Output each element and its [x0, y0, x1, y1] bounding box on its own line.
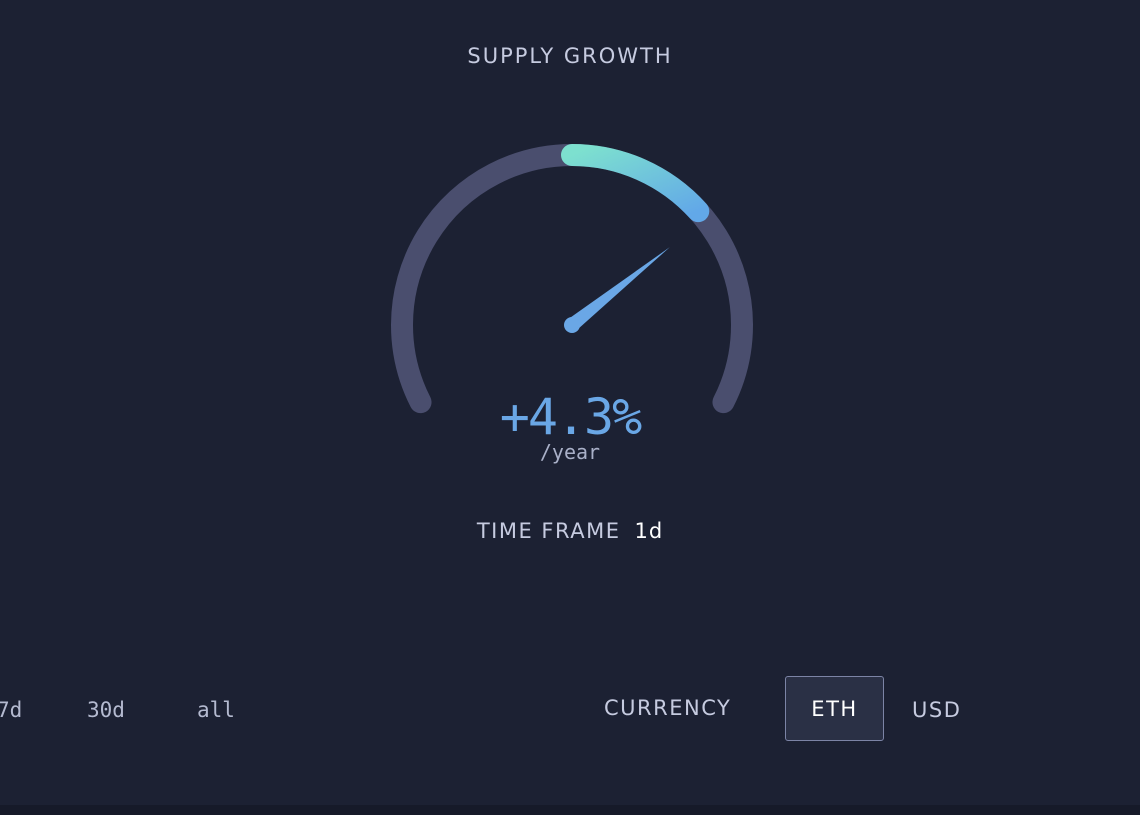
- supply-growth-gauge: [391, 144, 753, 414]
- time-frame-30d-button[interactable]: 30d: [87, 698, 125, 722]
- bottom-divider: [0, 805, 1140, 815]
- supply-growth-unit: /year: [539, 440, 601, 464]
- supply-growth-value: +4.3%: [499, 388, 643, 446]
- currency-eth-button[interactable]: ETH: [785, 676, 884, 741]
- time-frame-label: TIME FRAME: [476, 519, 621, 543]
- gauge-needle: [567, 247, 670, 331]
- time-frame-7d-button[interactable]: 7d: [0, 698, 23, 722]
- gauge-needle-hub: [564, 317, 580, 333]
- time-frame-readout: TIME FRAME 1d: [0, 519, 1140, 543]
- currency-usd-button[interactable]: USD: [912, 698, 962, 722]
- supply-growth-title: SUPPLY GROWTH: [467, 44, 673, 68]
- time-frame-all-button[interactable]: all: [197, 698, 235, 722]
- currency-label: CURRENCY: [604, 696, 732, 720]
- time-frame-value: 1d: [634, 519, 664, 543]
- gauge-fill: [561, 144, 710, 223]
